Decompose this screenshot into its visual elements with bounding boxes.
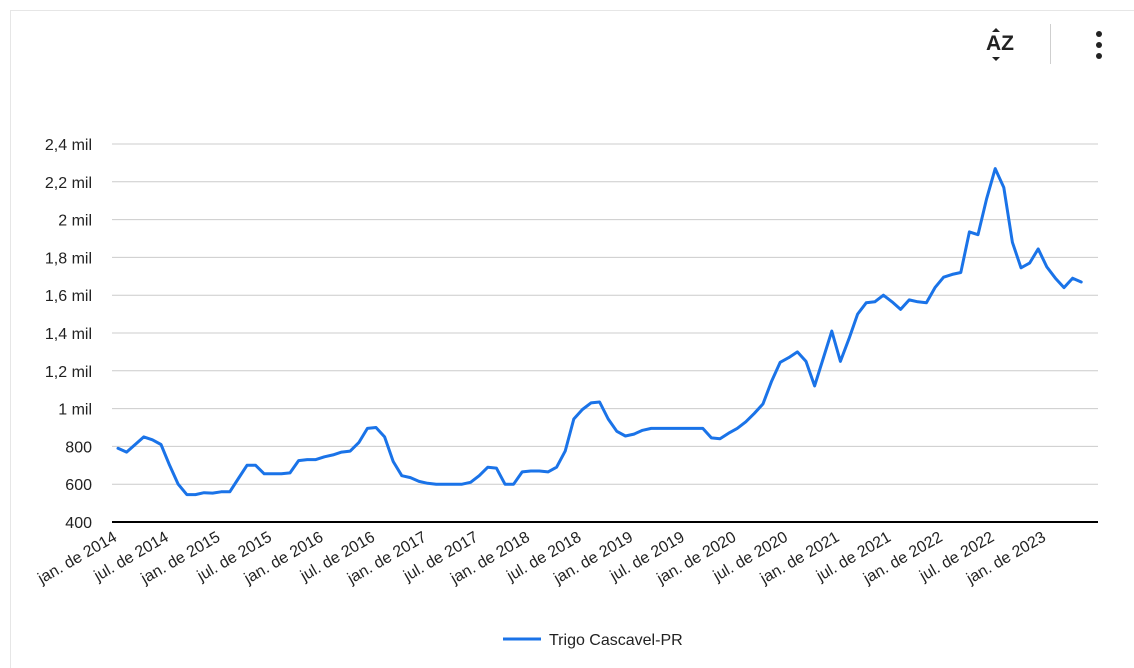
y-tick-label: 1,2 mil — [45, 364, 92, 381]
y-tick-label: 600 — [65, 477, 92, 494]
legend[interactable]: Trigo Cascavel-PR — [503, 632, 683, 649]
series-line-trigo-cascavel[interactable] — [116, 167, 1083, 497]
y-tick-label: 2,4 mil — [45, 137, 92, 154]
more-options-button[interactable] — [1084, 26, 1114, 66]
y-tick-label: 1 mil — [58, 402, 92, 419]
y-tick-label: 1,4 mil — [45, 326, 92, 343]
y-tick-label: 800 — [65, 439, 92, 456]
toolbar-divider — [1050, 24, 1051, 64]
legend-label: Trigo Cascavel-PR — [549, 632, 683, 649]
y-tick-label: 2,2 mil — [45, 175, 92, 192]
chart-toolbar: AZ — [0, 0, 1134, 70]
y-axis-ticks: 400 600 800 1 mil 1,2 mil 1,4 mil 1,6 mil 1,8 m… — [45, 137, 92, 532]
y-tick-label: 2 mil — [58, 213, 92, 230]
sort-az-button[interactable]: AZ — [982, 26, 1022, 66]
sort-az-icon: AZ — [986, 28, 1014, 61]
grid-lines — [112, 143, 1098, 485]
y-tick-label: 1,6 mil — [45, 288, 92, 305]
chart-card — [10, 10, 1134, 668]
y-tick-label: 1,8 mil — [45, 250, 92, 267]
more-vertical-icon — [1096, 31, 1102, 59]
sort-az-text: AZ — [986, 32, 1014, 55]
y-tick-label: 400 — [65, 515, 92, 532]
